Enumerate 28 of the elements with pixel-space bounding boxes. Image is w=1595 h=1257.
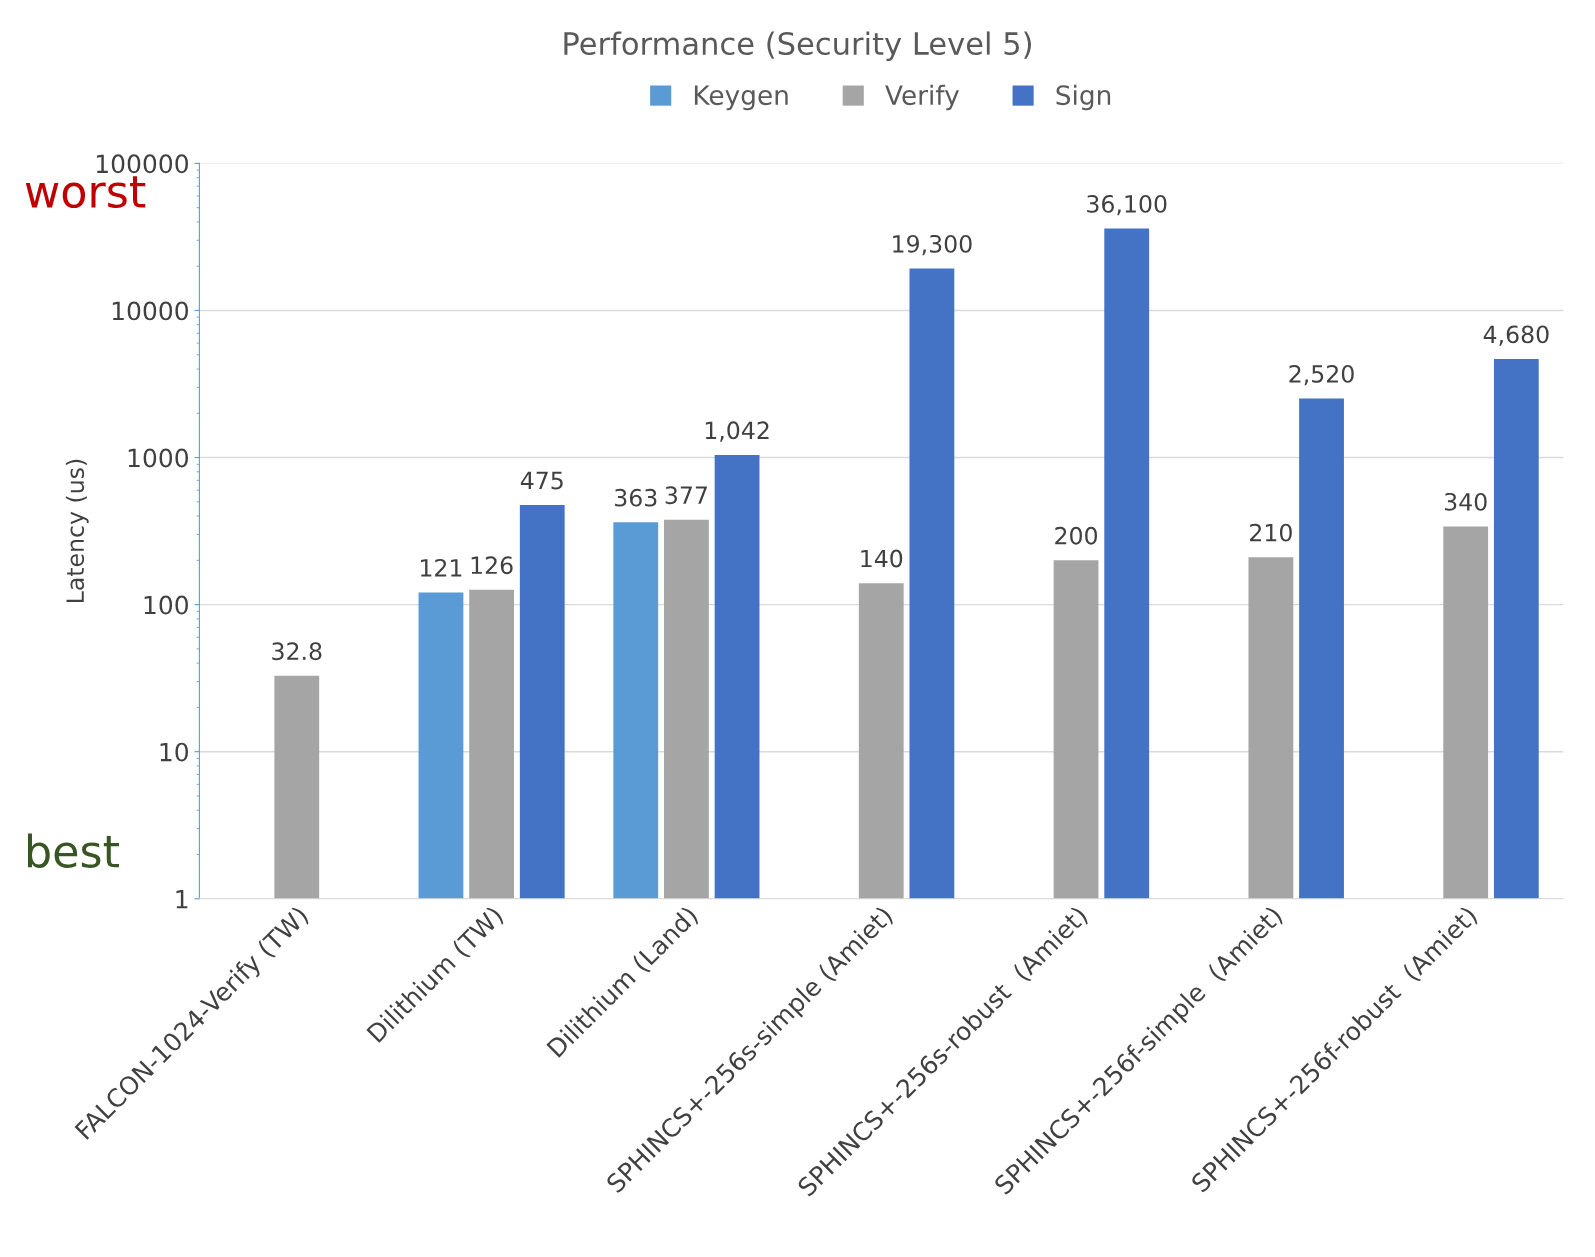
data-label: 363 (615, 488, 657, 507)
data-label: 121 (421, 558, 462, 577)
y-tick-label: 100000 (96, 154, 188, 174)
data-label: 19,300 (893, 234, 972, 256)
legend-label: Sign (1056, 84, 1111, 111)
data-label: 126 (471, 556, 513, 575)
y-tick-label: 1 (176, 890, 188, 909)
data-label: 2,520 (1289, 364, 1354, 386)
y-tick-label: 100 (144, 595, 188, 615)
data-label: 4,680 (1483, 325, 1549, 346)
y-tick-label: 1000 (128, 448, 188, 468)
data-label: 1,042 (705, 421, 769, 442)
data-label: 475 (520, 471, 563, 490)
text: best (27, 833, 119, 868)
data-label: 200 (1055, 526, 1098, 545)
data-label: 32.8 (272, 642, 322, 661)
y-axis-title: Latency (us) (65, 459, 89, 603)
data-label: 340 (1444, 492, 1487, 511)
data-label: 140 (861, 549, 903, 568)
data-label: 36,100 (1087, 194, 1167, 216)
chart-title: Performance (Security Level 5) (564, 31, 1031, 61)
data-label: 377 (665, 486, 707, 505)
y-tick-label: 10000 (112, 301, 188, 321)
y-tick-label: 10 (160, 742, 188, 762)
text: worst (25, 176, 146, 209)
legend-label: Verify (885, 84, 959, 111)
data-label: 210 (1250, 523, 1292, 542)
legend-label: Keygen (694, 85, 788, 111)
